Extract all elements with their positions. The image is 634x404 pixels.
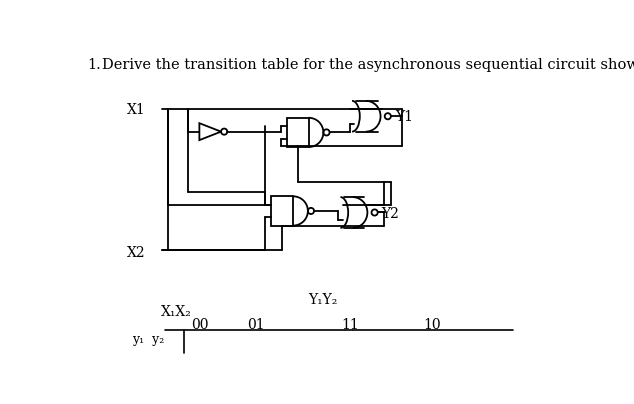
Text: Y2: Y2 bbox=[382, 207, 399, 221]
Text: Derive the transition table for the asynchronous sequential circuit shown below.: Derive the transition table for the asyn… bbox=[103, 59, 634, 72]
Bar bbox=[287, 118, 309, 147]
Text: X2: X2 bbox=[127, 246, 146, 260]
Text: y₁  y₂: y₁ y₂ bbox=[132, 333, 164, 346]
Text: X₁X₂: X₁X₂ bbox=[160, 305, 191, 319]
Text: Y1: Y1 bbox=[395, 110, 413, 124]
Text: 11: 11 bbox=[342, 318, 359, 332]
Text: X1: X1 bbox=[127, 103, 146, 117]
Text: 10: 10 bbox=[423, 318, 441, 332]
Text: 01: 01 bbox=[247, 318, 265, 332]
Text: Y₁Y₂: Y₁Y₂ bbox=[308, 293, 337, 307]
Text: 00: 00 bbox=[191, 318, 208, 332]
Bar bbox=[271, 196, 293, 225]
Text: 1.: 1. bbox=[87, 59, 101, 72]
